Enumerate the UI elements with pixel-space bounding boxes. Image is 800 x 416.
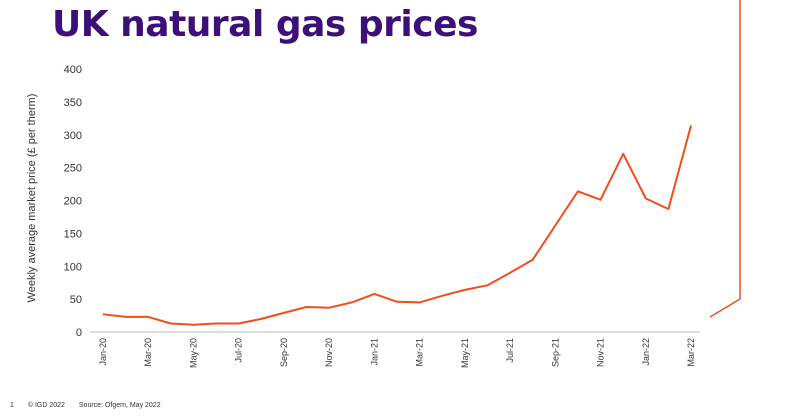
x-tick-label: Mar-21 [415,338,425,367]
x-tick-label: Jul-21 [505,338,515,363]
y-tick-label: 50 [70,294,82,306]
x-tick-label: Jan-21 [369,338,379,366]
y-tick-label: 100 [64,261,82,273]
y-tick-label: 200 [64,196,82,208]
page-number: 1 [10,402,14,409]
y-tick-label: 150 [64,228,82,240]
footer: 1 © IGD 2022 Source: Ofgem, May 2022 [10,402,173,409]
y-tick-label: 0 [76,327,82,339]
x-tick-label: Sep-20 [279,338,289,367]
x-tick-label: Mar-20 [143,338,153,367]
x-tick-label: Nov-21 [596,338,606,367]
y-tick-label: 250 [64,163,82,175]
source-text: Source: Ofgem, May 2022 [78,402,161,409]
x-tick-label: Sep-21 [550,338,560,367]
y-tick-label: 300 [64,130,82,142]
y-tick-label: 400 [64,64,82,76]
x-tick-label: Nov-20 [324,338,334,367]
copyright-text: © IGD 2022 [27,402,65,409]
x-tick-label: Jul-20 [234,338,244,363]
series-line [102,125,692,326]
y-tick-label: 350 [64,97,82,109]
x-tick-label: Jan-20 [98,338,108,366]
x-tick-label: May-21 [460,338,470,368]
x-tick-label: Jan-22 [641,338,651,366]
chart-title: UK natural gas prices [52,4,478,45]
x-tick-label: Mar-22 [686,338,696,367]
x-tick-label: May-20 [188,338,198,368]
